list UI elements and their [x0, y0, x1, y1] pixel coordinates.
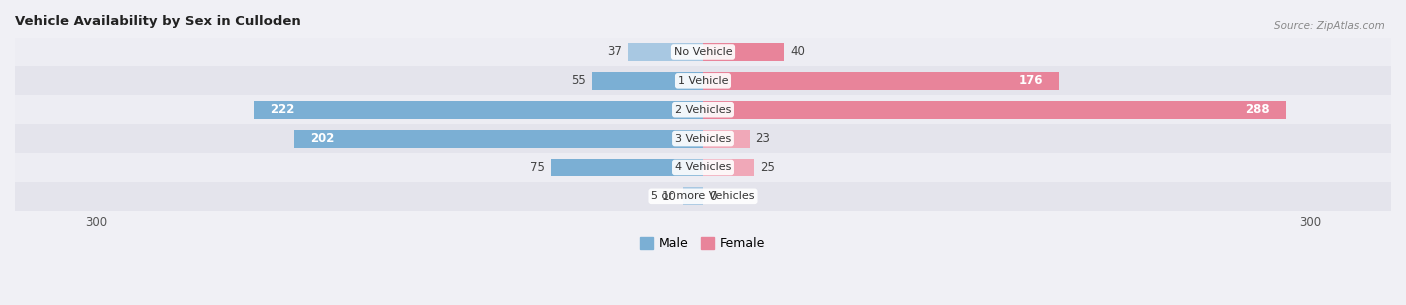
Text: 5 or more Vehicles: 5 or more Vehicles — [651, 191, 755, 201]
Text: 23: 23 — [755, 132, 770, 145]
Bar — [703, 43, 785, 61]
Bar — [592, 72, 703, 90]
Text: No Vehicle: No Vehicle — [673, 47, 733, 57]
Bar — [703, 101, 1285, 119]
Bar — [15, 153, 1391, 182]
Text: 3 Vehicles: 3 Vehicles — [675, 134, 731, 144]
Bar — [15, 66, 1391, 95]
Text: 55: 55 — [571, 74, 586, 87]
Text: 4 Vehicles: 4 Vehicles — [675, 163, 731, 172]
Text: 222: 222 — [270, 103, 294, 116]
Text: 40: 40 — [790, 45, 804, 59]
Bar — [294, 130, 703, 148]
Bar — [703, 130, 749, 148]
Bar — [15, 38, 1391, 66]
Bar — [551, 159, 703, 176]
Text: 75: 75 — [530, 161, 546, 174]
Text: 10: 10 — [662, 190, 676, 203]
Bar — [628, 43, 703, 61]
Bar — [15, 182, 1391, 211]
Bar — [15, 95, 1391, 124]
Text: Source: ZipAtlas.com: Source: ZipAtlas.com — [1274, 21, 1385, 31]
Text: 25: 25 — [759, 161, 775, 174]
Legend: Male, Female: Male, Female — [636, 232, 770, 255]
Bar — [15, 124, 1391, 153]
Text: 0: 0 — [709, 190, 717, 203]
Bar — [703, 159, 754, 176]
Text: 2 Vehicles: 2 Vehicles — [675, 105, 731, 115]
Text: 202: 202 — [311, 132, 335, 145]
Text: 37: 37 — [607, 45, 621, 59]
Bar — [253, 101, 703, 119]
Text: 1 Vehicle: 1 Vehicle — [678, 76, 728, 86]
Text: 176: 176 — [1018, 74, 1043, 87]
Text: 288: 288 — [1244, 103, 1270, 116]
Text: Vehicle Availability by Sex in Culloden: Vehicle Availability by Sex in Culloden — [15, 15, 301, 28]
Bar — [703, 72, 1059, 90]
Bar — [683, 187, 703, 205]
